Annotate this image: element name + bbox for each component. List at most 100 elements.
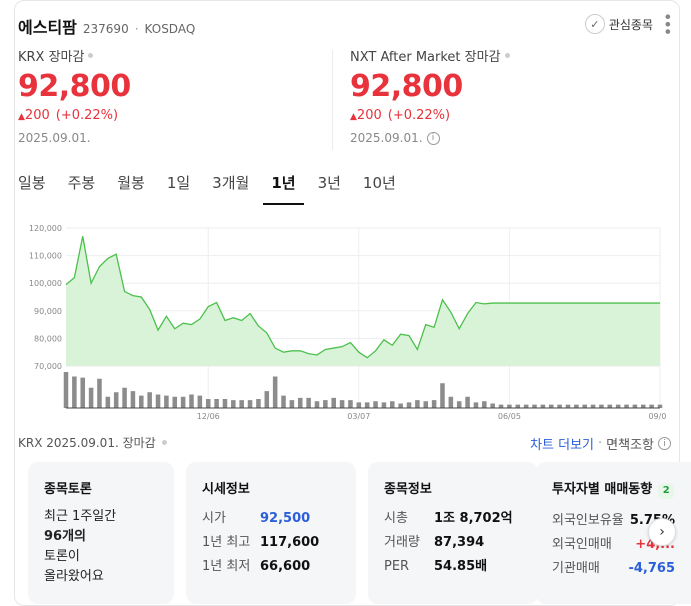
tab-3year[interactable]: 3년: [317, 174, 341, 192]
volume-bar: [548, 404, 554, 408]
stock-info-panel[interactable]: 종목정보 시총 1조 8,702억 거래량 87,394 PER 54.85배: [368, 462, 538, 604]
volume-bar: [507, 404, 512, 408]
volume-bar: [231, 400, 236, 408]
tab-1day[interactable]: 1일: [166, 174, 191, 192]
krx-label: KRX 장마감: [18, 50, 85, 65]
volume-bar: [356, 402, 362, 408]
volume-bar: [398, 403, 403, 408]
price-line: [65, 236, 660, 359]
favorite-button[interactable]: ✓ 관심종목: [584, 14, 653, 34]
stock-info-row: 시총 1조 8,702억: [384, 507, 522, 531]
nxt-price: 92,800: [350, 69, 463, 104]
check-icon: ✓: [584, 14, 605, 34]
volume-bar: [390, 401, 395, 408]
krx-change: ▲200 (+0.22%): [18, 108, 131, 123]
stock-info-row: 거래량 87,394: [384, 531, 522, 555]
stock-info-value: 1조 8,702억: [434, 511, 513, 526]
chart-more-link[interactable]: 차트 더보기: [530, 438, 595, 453]
investor-title-row: 투자자별 매매동향 2: [552, 478, 675, 499]
volume-bar: [540, 404, 546, 408]
stock-code: 237690: [82, 22, 129, 36]
price-series: [65, 236, 660, 366]
nxt-label: NXT After Market 장마감: [350, 50, 501, 65]
krx-change-value: 200: [24, 108, 50, 123]
tab-1year[interactable]: 1년: [263, 172, 304, 205]
info-icon[interactable]: i: [426, 131, 440, 145]
separator-dot: ·: [134, 22, 139, 36]
discussion-line: 최근 1주일간: [44, 509, 117, 524]
investor-key: 외국인매매: [552, 537, 612, 552]
volume-bar: [155, 394, 161, 408]
nxt-change: ▲200 (+0.22%): [350, 108, 510, 123]
volume-bar: [205, 399, 211, 408]
favorite-label: 관심종목: [608, 17, 653, 32]
disclaimer-link[interactable]: 면책조항: [606, 438, 654, 453]
footer-market-date: KRX 2025.09.01. 장마감: [18, 436, 156, 450]
volume-bar: [180, 396, 186, 408]
quote-value: 117,600: [260, 535, 320, 550]
volume-bar: [632, 404, 638, 408]
volume-bar: [297, 397, 303, 408]
volume-bar: [415, 400, 420, 408]
volume-bar: [113, 392, 119, 408]
volume-bar: [523, 404, 529, 408]
tab-daily[interactable]: 일봉: [18, 174, 46, 192]
discussion-panel[interactable]: 종목토론 최근 1주일간 96개의 토론이 올라왔어요: [28, 462, 174, 604]
volume-bar: [247, 400, 253, 408]
volume-bar: [615, 404, 621, 408]
x-axis: 12/06 03/07 06/05 09/01: [197, 412, 666, 421]
chart-footer-right: 차트 더보기 · 면책조항 i: [530, 434, 671, 453]
volume-bar: [348, 400, 353, 408]
chevron-right-icon: ›: [659, 524, 665, 540]
chart-footer-left: KRX 2025.09.01. 장마감: [18, 434, 167, 451]
next-arrow-button[interactable]: ›: [648, 518, 676, 546]
volume-bar: [164, 395, 169, 408]
quote-key: 1년 최고: [202, 535, 251, 550]
price-chart[interactable]: 120,000110,000100,00090,00080,00070,000 …: [14, 218, 666, 428]
volume-bar: [482, 401, 487, 408]
stock-info-row: PER 54.85배: [384, 555, 522, 579]
info-icon[interactable]: i: [658, 437, 671, 450]
stock-info-value: 54.85배: [434, 559, 488, 574]
volume-bar: [607, 404, 613, 408]
nxt-date-row: 2025.09.01. i: [350, 131, 510, 145]
stock-name[interactable]: 에스티팜: [18, 18, 77, 37]
volume-bar: [565, 404, 571, 408]
investor-row: 기관매매 -4,765: [552, 557, 675, 581]
y-tick-label: 80,000: [34, 334, 62, 343]
volume-bar: [314, 401, 320, 408]
y-tick-label: 90,000: [34, 307, 62, 316]
discussion-title: 종목토론: [44, 482, 92, 497]
volume-bar: [582, 404, 587, 408]
volume-bar: [172, 396, 178, 408]
investor-value: -4,765: [628, 561, 675, 576]
volume-bar: [306, 397, 311, 408]
investor-title: 투자자별 매매동향: [552, 482, 653, 497]
tab-weekly[interactable]: 주봉: [67, 174, 96, 192]
volume-bar: [373, 401, 378, 408]
y-tick-label: 120,000: [29, 224, 62, 233]
tab-3month[interactable]: 3개월: [212, 174, 250, 192]
tab-10year[interactable]: 10년: [362, 174, 396, 192]
price-divider: [332, 50, 333, 150]
volume-bar: [657, 404, 663, 408]
investor-key: 외국인보유율: [552, 513, 624, 528]
tab-monthly[interactable]: 월봉: [117, 174, 145, 192]
volume-bar: [331, 397, 336, 408]
volume-bar: [557, 404, 562, 408]
nxt-date: 2025.09.01.: [350, 131, 423, 145]
volume-bar: [264, 391, 270, 408]
volume-bar: [272, 376, 278, 408]
volume-bar: [498, 404, 504, 408]
quote-row: 시가 92,500: [202, 507, 340, 531]
y-tick-label: 110,000: [29, 252, 62, 261]
investor-badge: 2: [658, 483, 675, 499]
quote-key: 1년 최저: [202, 559, 251, 574]
quote-panel[interactable]: 시세정보 시가 92,500 1년 최고 117,600 1년 최저 66,600: [186, 462, 356, 604]
y-tick-label: 70,000: [34, 362, 62, 371]
more-icon[interactable]: •••: [658, 12, 677, 35]
volume-bar: [97, 378, 102, 408]
volume-bar: [88, 387, 94, 408]
volume-bar: [281, 395, 286, 408]
volume-bar: [406, 402, 412, 408]
